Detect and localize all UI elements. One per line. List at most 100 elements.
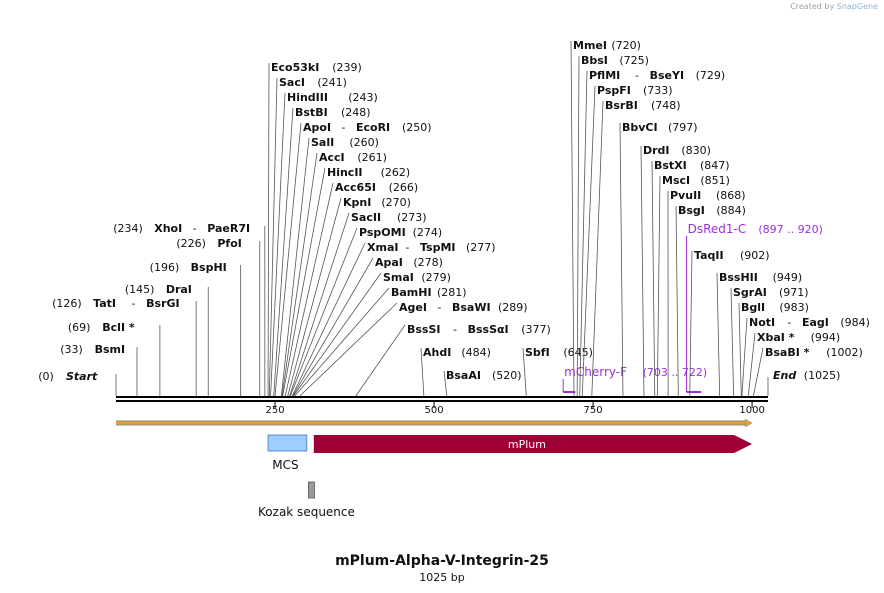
site-hindiii[interactable]: HindIII (243) (270, 91, 378, 397)
site-bbvci[interactable]: BbvCI (797) (619, 121, 698, 397)
site-drdi[interactable]: DrdI (830) (640, 144, 711, 397)
site-enzyme-name: EagI (802, 316, 829, 329)
feature-mcs[interactable]: MCS (267, 434, 308, 472)
site-bstxi[interactable]: BstXI (847) (651, 159, 730, 397)
site-position: (994) (811, 331, 841, 344)
site-pvuii[interactable]: PvuII (868) (667, 189, 746, 397)
site-enzyme-name: BbvCI (622, 121, 658, 134)
site-bsssi[interactable]: BssSI - BssSαI (377) (355, 323, 551, 397)
site-end[interactable]: End (1025) (767, 369, 840, 396)
site-agei[interactable]: AgeI - BsaWI (289) (299, 301, 528, 397)
site-position: (234) (113, 222, 143, 235)
site-leader (752, 347, 764, 397)
site-acci[interactable]: AccI (261) (281, 151, 387, 397)
site-position: (273) (397, 211, 427, 224)
feature-kozak-sequence[interactable]: Kozak sequence (258, 481, 355, 519)
site-position: (261) (357, 151, 387, 164)
site-bsphi[interactable]: (196) BspHI (150, 261, 242, 396)
site-separator: - (437, 301, 441, 314)
site-bbsi[interactable]: BbsI (725) (576, 54, 649, 397)
site-xmai[interactable]: XmaI - TspMI (277) (291, 241, 496, 397)
site-leader (570, 40, 575, 397)
site-bsmi[interactable]: (33) BsmI (60, 343, 138, 396)
site-pfoi[interactable]: (226) PfoI (176, 237, 261, 396)
site-position: (902) (740, 249, 770, 262)
site-bgli[interactable]: BglI (983) (738, 301, 809, 397)
site-enzyme-name: BsaAI (446, 369, 481, 382)
site-pflmi[interactable]: PflMI - BseYI (729) (579, 69, 725, 397)
site-enzyme-name: MscI (662, 174, 690, 187)
primer-dsred1-c[interactable]: DsRed1-C (897 .. 920) (686, 222, 823, 393)
site-enzyme-name: SacI (279, 76, 305, 89)
site-position: (1002) (826, 346, 863, 359)
site-position: (243) (348, 91, 378, 104)
site-position: (733) (643, 84, 673, 97)
site-separator: - (453, 323, 457, 336)
site-pspfi[interactable]: PspFI (733) (581, 84, 673, 397)
site-bsabi[interactable]: BsaBI * (1002) (752, 346, 863, 397)
site-position: (884) (716, 204, 746, 217)
site-noti[interactable]: NotI - EagI (984) (741, 316, 870, 397)
site-drai[interactable]: (145) DraI (125, 283, 209, 396)
site-mmei[interactable]: MmeI (720) (570, 39, 641, 397)
site-xbai[interactable]: XbaI * (994) (747, 331, 841, 397)
site-enzyme-name: DraI (166, 283, 192, 296)
site-enzyme-name: BssHII (719, 271, 758, 284)
site-hincii[interactable]: HincII (262) (282, 166, 411, 397)
site-position: (645) (563, 346, 593, 359)
site-leader (443, 370, 448, 397)
site-taqii[interactable]: TaqII (902) (689, 249, 770, 397)
site-sgrai[interactable]: SgrAI (971) (730, 286, 809, 397)
site-kpni[interactable]: KpnI (270) (287, 196, 411, 397)
site-position: (274) (413, 226, 443, 239)
site-sali[interactable]: SalI (260) (280, 136, 379, 397)
credit-prefix: Created by (790, 2, 835, 11)
site-acc65i[interactable]: Acc65I (266) (284, 181, 419, 397)
site-ahdi[interactable]: AhdI (484) (420, 346, 491, 397)
site-bcli[interactable]: (69) BclI * (68, 321, 161, 396)
site-position: (270) (381, 196, 411, 209)
site-position: (984) (840, 316, 870, 329)
site-leader (640, 145, 645, 397)
site-apoi[interactable]: ApoI - EcoRI (250) (274, 121, 432, 397)
orf-bar (116, 418, 753, 428)
site-enzyme-name: XmaI (367, 241, 398, 254)
feature-mplum[interactable]: mPlum (313, 435, 753, 453)
site-position: (725) (619, 54, 649, 67)
site-leader (355, 324, 406, 397)
site-apai[interactable]: ApaI (278) (292, 256, 443, 397)
site-msci[interactable]: MscI (851) (656, 174, 730, 397)
site-position: (520) (492, 369, 522, 382)
site-xhoi[interactable]: (234) XhoI - PaeR7I (113, 222, 266, 396)
site-enzyme-name: BsaWI (452, 301, 491, 314)
site-leader (522, 347, 527, 397)
site-pspomi[interactable]: PspOMI (274) (289, 226, 443, 397)
site-bsshii[interactable]: BssHII (949) (716, 271, 802, 397)
site-separator: - (635, 69, 639, 82)
site-saci[interactable]: SacI (241) (268, 76, 347, 397)
site-enzyme-name: ApoI (303, 121, 331, 134)
site-position: (266) (389, 181, 419, 194)
site-leader (420, 347, 425, 397)
site-position: (279) (421, 271, 451, 284)
site-enzyme-name: PflMI (589, 69, 620, 82)
site-bstbi[interactable]: BstBI (248) (273, 106, 371, 397)
site-sbfi[interactable]: SbfI (645) (522, 346, 593, 397)
site-sacii[interactable]: SacII (273) (289, 211, 427, 397)
site-enzyme-name: EcoRI (356, 121, 390, 134)
site-enzyme-name: BamHI (391, 286, 432, 299)
site-start[interactable]: (0) Start (38, 370, 117, 396)
site-smai[interactable]: SmaI (279) (293, 271, 451, 397)
site-bsaai[interactable]: BsaAI (520) (443, 369, 522, 397)
site-bamhi[interactable]: BamHI (281) (294, 286, 467, 397)
primer-range: (897 .. 920) (758, 223, 823, 236)
site-eco53ki[interactable]: Eco53kI (239) (267, 61, 362, 397)
site-bsgi[interactable]: BsgI (884) (675, 204, 746, 397)
site-bsrbi[interactable]: BsrBI (748) (591, 99, 681, 397)
site-leader (741, 317, 748, 397)
site-position: (377) (521, 323, 551, 336)
site-enzyme-name: BsgI (678, 204, 705, 217)
primer-mcherry-f[interactable]: mCherry-F (703 .. 722) (562, 365, 707, 393)
site-tati[interactable]: (126) TatI - BsrGI (52, 297, 197, 396)
